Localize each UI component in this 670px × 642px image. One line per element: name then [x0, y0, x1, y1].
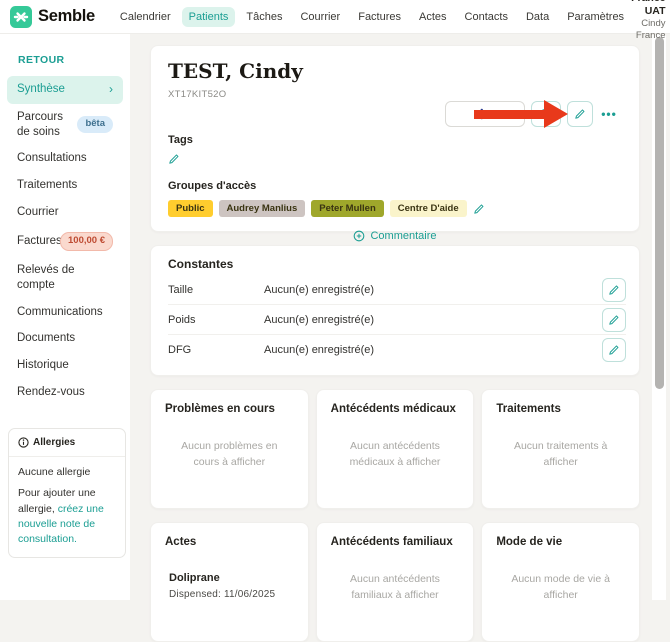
tags-label: Tags: [168, 134, 193, 146]
edit-access-groups-button[interactable]: [473, 203, 485, 215]
allergies-status: Aucune allergie: [18, 466, 91, 479]
sidebar-item-parcours-de-soins[interactable]: Parcours de soins bêta: [7, 104, 123, 146]
patient-name: TEST, Cindy: [168, 59, 303, 83]
allergies-title: Allergies: [33, 437, 76, 449]
patient-action-button[interactable]: [531, 101, 561, 127]
user-info: France UAT Cindy France: [631, 0, 665, 42]
chevron-right-icon: ›: [109, 82, 113, 96]
empty-state-text: Aucun problèmes en cours à afficher: [181, 440, 278, 468]
action-icon: [540, 108, 552, 120]
edit-dfg-button[interactable]: [602, 338, 626, 362]
card-problemes-en-cours: Problèmes en cours Aucun problèmes en co…: [150, 389, 309, 509]
create-consultation-note-link[interactable]: créez une nouvelle note de consultation.: [18, 502, 104, 546]
sidebar-item-documents[interactable]: Documents: [17, 332, 76, 345]
plus-circle-icon: [353, 230, 365, 242]
add-comment-link[interactable]: Commentaire: [353, 230, 437, 242]
user-name: Cindy France: [635, 17, 666, 41]
sidebar-item-rendez-vous[interactable]: Rendez-vous: [17, 386, 85, 399]
card-mode-de-vie: Mode de vie Aucun mode de vie à afficher: [481, 522, 640, 642]
nav-actes[interactable]: Actes: [419, 10, 447, 23]
nav-data[interactable]: Data: [525, 10, 550, 23]
sidebar-item-communications[interactable]: Communications: [17, 305, 103, 318]
partner-integration-button[interactable]: [445, 101, 525, 127]
nav-taches[interactable]: Tâches: [246, 10, 283, 23]
edit-tags-button[interactable]: [168, 153, 180, 165]
nav-parametres[interactable]: Paramètres: [567, 10, 625, 23]
sidebar-item-consultations[interactable]: Consultations: [17, 152, 87, 165]
constant-row-poids: Poids Aucun(e) enregistré(e): [168, 305, 626, 335]
access-group-chip[interactable]: Peter Mullen: [311, 200, 384, 217]
partner-logo-icon: [478, 107, 492, 121]
brand-name: Semble: [38, 7, 95, 25]
allergies-hint: Pour ajouter une allergie,: [18, 487, 96, 515]
access-group-chip[interactable]: Public: [168, 200, 213, 217]
constant-row-dfg: DFG Aucun(e) enregistré(e): [168, 335, 626, 365]
sidebar-item-traitements[interactable]: Traitements: [17, 179, 78, 192]
constants-title: Constantes: [168, 257, 234, 271]
edit-poids-button[interactable]: [602, 307, 626, 332]
nav-calendrier[interactable]: Calendrier: [119, 10, 171, 23]
allergy-info-icon: [18, 437, 29, 448]
constants-card: Constantes Taille Aucun(e) enregistré(e)…: [150, 245, 640, 376]
main-nav: Calendrier Patients Tâches Courrier Fact…: [113, 6, 631, 27]
amount-due-badge: 100,00 €: [60, 232, 113, 251]
back-link[interactable]: RETOUR: [18, 54, 65, 66]
allergies-card: Allergies Aucune allergie Pour ajouter u…: [8, 428, 126, 559]
edit-taille-button[interactable]: [602, 277, 626, 302]
empty-state-text: Aucun antécédents médicaux à afficher: [349, 440, 441, 468]
card-antecedents-familiaux: Antécédents familiaux Aucun antécédents …: [315, 522, 475, 642]
empty-state-text: Aucun traitements à afficher: [513, 440, 608, 468]
beta-badge: bêta: [77, 116, 113, 133]
scrollbar: [652, 35, 666, 600]
pencil-icon: [574, 108, 586, 120]
acte-entry[interactable]: Doliprane Dispensed: 11/06/2025: [165, 572, 294, 600]
patient-id: XT17KIT52O: [168, 89, 227, 100]
access-group-chip[interactable]: Centre D'aide: [389, 200, 467, 217]
nav-factures[interactable]: Factures: [358, 10, 402, 23]
semble-logo[interactable]: Semble: [10, 5, 95, 28]
patient-header-card: TEST, Cindy XT17KIT52O •••: [150, 45, 640, 242]
user-org: France UAT: [631, 0, 666, 17]
access-groups-label: Groupes d'accès: [168, 180, 257, 192]
sidebar-item-courrier[interactable]: Courrier: [17, 206, 59, 219]
sidebar: RETOUR Synthèse › Parcours de soins bêta…: [0, 34, 130, 600]
nav-contacts[interactable]: Contacts: [464, 10, 508, 23]
allergies-header: Allergies: [9, 429, 125, 458]
constant-row-taille: Taille Aucun(e) enregistré(e): [168, 275, 626, 305]
top-bar: Semble Calendrier Patients Tâches Courri…: [0, 0, 670, 41]
semble-logo-icon: [10, 5, 32, 28]
card-traitements: Traitements Aucun traitements à afficher: [481, 389, 640, 509]
sidebar-item-releves-de-compte[interactable]: Relevés de compte: [17, 263, 75, 291]
sidebar-item-factures[interactable]: Factures 100,00 €: [7, 226, 123, 256]
edit-patient-button[interactable]: [567, 101, 593, 127]
access-groups-chips: Public Audrey Manlius Peter Mullen Centr…: [168, 200, 622, 217]
empty-state-text: Aucun antécédents familiaux à afficher: [350, 573, 440, 601]
access-group-chip[interactable]: Audrey Manlius: [218, 200, 306, 217]
sidebar-item-synthese[interactable]: Synthèse ›: [7, 76, 123, 104]
patient-actions: •••: [445, 101, 619, 127]
sidebar-item-historique[interactable]: Historique: [17, 359, 69, 372]
scrollbar-thumb[interactable]: [654, 37, 664, 389]
more-options-button[interactable]: •••: [599, 101, 619, 127]
nav-courrier[interactable]: Courrier: [300, 10, 341, 23]
acte-dispensed-date: Dispensed: 11/06/2025: [169, 589, 276, 600]
empty-state-text: Aucun mode de vie à afficher: [511, 573, 610, 601]
card-actes: Actes Doliprane Dispensed: 11/06/2025: [150, 522, 309, 642]
acte-name: Doliprane: [169, 572, 220, 584]
card-antecedents-medicaux: Antécédents médicaux Aucun antécédents m…: [315, 389, 475, 509]
main-content: TEST, Cindy XT17KIT52O •••: [130, 34, 652, 642]
nav-patients[interactable]: Patients: [181, 6, 236, 27]
